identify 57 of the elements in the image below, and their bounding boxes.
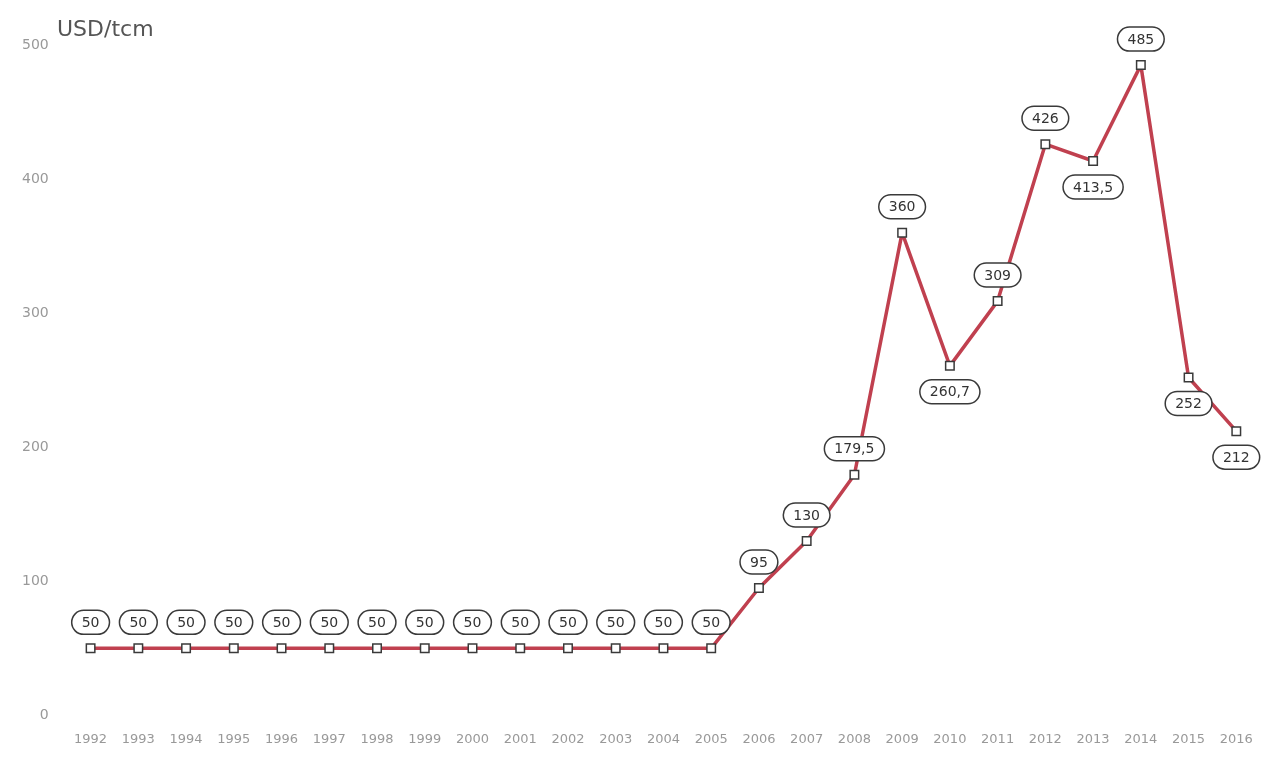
data-label: 50 xyxy=(81,614,100,630)
x-tick-label: 2001 xyxy=(503,730,537,746)
x-tick-label: 2008 xyxy=(837,730,871,746)
data-label: 360 xyxy=(888,198,916,215)
data-label: 50 xyxy=(606,614,625,630)
y-tick-label: 100 xyxy=(21,571,49,588)
y-axis-title: USD/tcm xyxy=(57,16,154,41)
x-tick-label: 1996 xyxy=(265,730,299,746)
data-label: 50 xyxy=(415,614,434,630)
x-tick-label: 2007 xyxy=(790,730,824,746)
x-tick-label: 2002 xyxy=(551,730,585,746)
data-label: 50 xyxy=(511,614,530,630)
x-tick-label: 2000 xyxy=(455,730,490,746)
x-tick-label: 2004 xyxy=(646,730,680,746)
y-tick-label: 200 xyxy=(21,437,49,454)
data-label: 50 xyxy=(272,614,291,630)
data-label: 426 xyxy=(1031,109,1059,126)
data-label: 50 xyxy=(320,614,339,630)
y-tick-label: 500 xyxy=(21,35,49,52)
x-tick-label: 2016 xyxy=(1219,730,1253,746)
data-label: 50 xyxy=(177,614,195,630)
data-label: 260,7 xyxy=(929,383,970,400)
data-label: 413,5 xyxy=(1073,178,1114,195)
y-tick-label: 300 xyxy=(21,303,49,320)
x-tick-label: 1993 xyxy=(121,730,155,746)
x-tick-label: 2003 xyxy=(599,730,633,746)
data-label: 252 xyxy=(1175,395,1202,412)
x-tick-label: 2009 xyxy=(885,730,919,746)
x-tick-label: 2013 xyxy=(1076,730,1110,746)
data-label: 50 xyxy=(224,614,243,630)
x-tick-label: 1997 xyxy=(312,730,346,746)
x-tick-label: 2005 xyxy=(694,730,728,746)
x-tick-label: 1994 xyxy=(169,730,203,746)
data-label: 485 xyxy=(1127,30,1155,47)
data-label: 179,5 xyxy=(834,440,875,457)
data-label: 50 xyxy=(129,614,148,630)
x-tick-label: 2010 xyxy=(933,730,967,746)
data-label: 212 xyxy=(1222,448,1250,465)
data-label: 50 xyxy=(463,614,482,630)
data-label: 309 xyxy=(984,266,1011,283)
data-label: 50 xyxy=(702,614,721,630)
x-tick-label: 2006 xyxy=(742,730,776,746)
x-tick-label: 1995 xyxy=(217,730,251,746)
data-label: 95 xyxy=(750,553,768,570)
x-tick-label: 1992 xyxy=(74,730,108,746)
x-tick-label: 2014 xyxy=(1124,730,1158,746)
x-tick-label: 1998 xyxy=(360,730,394,746)
y-tick-label: 0 xyxy=(39,706,49,723)
data-label: 50 xyxy=(654,614,673,630)
x-tick-label: 1999 xyxy=(408,730,442,746)
x-tick-label: 2011 xyxy=(981,730,1015,746)
x-tick-label: 2015 xyxy=(1172,730,1206,746)
x-tick-label: 2012 xyxy=(1028,730,1062,746)
data-label: 50 xyxy=(559,614,577,630)
y-tick-label: 400 xyxy=(21,169,49,186)
data-label: 50 xyxy=(368,614,386,630)
data-label: 130 xyxy=(793,506,821,523)
